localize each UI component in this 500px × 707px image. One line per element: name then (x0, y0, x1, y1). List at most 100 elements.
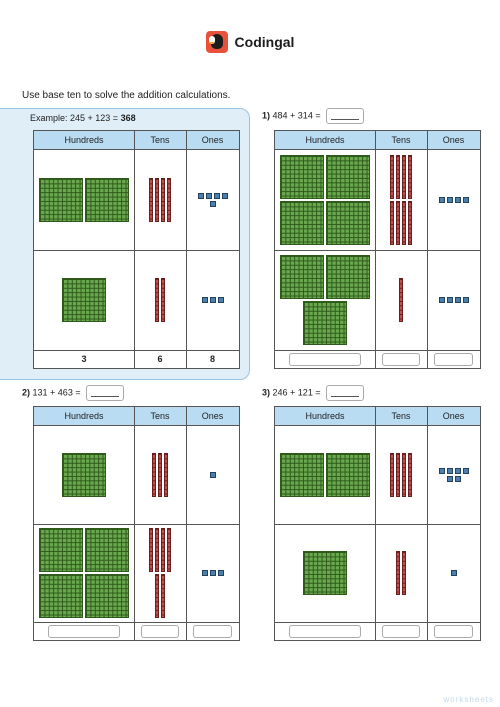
question-3-title: 3) 246 + 121 = (262, 385, 365, 401)
ten-rod-block (161, 177, 165, 222)
answer-digit-field[interactable] (289, 624, 361, 638)
hundreds-cell (34, 149, 134, 250)
brand-header: Codingal (0, 30, 500, 54)
ten-rod-block (402, 200, 406, 245)
one-unit-block (454, 467, 461, 474)
answer-digit-field[interactable] (48, 624, 120, 638)
ten-rod-block (149, 177, 153, 222)
column-header-hundreds: Hundreds (305, 135, 345, 145)
answer-digit-field[interactable] (381, 352, 421, 366)
block-group (397, 278, 405, 322)
question-equation: 246 + 121 = (272, 387, 321, 398)
question-equation: 484 + 314 = (272, 110, 321, 121)
one-unit-block (454, 297, 461, 303)
block-group (37, 528, 131, 618)
answer-digit: 8 (209, 354, 215, 364)
block-group (394, 551, 408, 595)
answer-cell (275, 622, 375, 640)
tens-cell (375, 425, 427, 524)
one-unit-block (209, 471, 216, 478)
ten-rod-block (408, 154, 412, 199)
ten-rod-block (396, 551, 400, 595)
column-header-ones: Ones (201, 135, 224, 145)
ten-rod-block (161, 528, 165, 572)
one-unit-block (213, 192, 220, 199)
one-unit-block (454, 196, 461, 203)
answer-cell (375, 622, 427, 640)
block-group (37, 177, 131, 222)
one-unit-block (221, 192, 228, 199)
one-unit-block (201, 570, 208, 576)
block-group (201, 570, 225, 576)
ten-rod-block (149, 528, 153, 572)
one-unit-block (446, 475, 453, 482)
answer-digit-field[interactable] (140, 624, 180, 638)
question-1-title: 1) 484 + 314 = (262, 108, 365, 124)
ten-rod-block (152, 452, 156, 497)
block-group (438, 196, 470, 203)
ones-cell (186, 149, 239, 250)
hundreds-cell (275, 425, 375, 524)
hundreds-cell (34, 425, 134, 524)
question-equation: 131 + 463 = (32, 387, 81, 398)
ones-cell (427, 250, 480, 350)
hundred-flat-block (39, 177, 83, 222)
ten-rod-block (158, 452, 162, 497)
block-group (438, 297, 470, 303)
answer-field[interactable] (86, 385, 125, 401)
answer-cell (134, 622, 186, 640)
column-header-hundreds: Hundreds (64, 135, 104, 145)
one-unit-block (205, 192, 212, 199)
tens-cell (134, 250, 186, 350)
column-header-tens: Tens (391, 411, 411, 421)
column-header-ones: Ones (442, 411, 465, 421)
question-number: 2) (22, 387, 31, 398)
one-unit-block (201, 297, 208, 303)
answer-digit-field[interactable] (192, 624, 233, 638)
column-divider (134, 407, 135, 640)
row-divider (275, 622, 480, 623)
block-group (278, 154, 372, 245)
answer-digit-field[interactable] (381, 624, 421, 638)
one-unit-block (438, 467, 445, 474)
hundreds-cell (34, 524, 134, 622)
hundred-flat-block (280, 154, 324, 199)
column-header-tens: Tens (150, 411, 170, 421)
hundred-flat-block (326, 452, 370, 497)
ten-rod-block (396, 452, 400, 497)
ten-rod-block (402, 452, 406, 497)
ten-rod-block (155, 528, 159, 572)
answer-digit-field[interactable] (433, 624, 474, 638)
answer-field[interactable] (326, 108, 365, 124)
example-title: Example: 245 + 123 = 368 (30, 113, 136, 123)
row-divider (34, 622, 239, 623)
answer-digit-field[interactable] (433, 352, 474, 366)
column-divider (427, 131, 428, 368)
watermark: worksheets (443, 695, 494, 704)
answer-field[interactable] (326, 385, 365, 401)
block-group (197, 192, 229, 207)
one-unit-block (450, 570, 457, 576)
one-unit-block (209, 297, 216, 303)
one-unit-block (462, 297, 469, 303)
ten-rod-block (396, 154, 400, 199)
hundred-flat-block (39, 574, 83, 618)
one-unit-block (197, 192, 204, 199)
ten-rod-block (390, 200, 394, 245)
block-group (278, 452, 372, 497)
block-group (438, 467, 470, 482)
one-unit-block (209, 570, 216, 576)
question-3-place-value-table: Hundreds Tens Ones (274, 406, 481, 641)
question-1-place-value-table: Hundreds Tens Ones (274, 130, 481, 369)
penguin-logo-icon (205, 31, 228, 53)
answer-digit-field[interactable] (289, 352, 361, 366)
ones-cell (427, 425, 480, 524)
one-unit-block (462, 467, 469, 474)
ones-cell (186, 524, 239, 622)
block-group (153, 278, 167, 322)
one-unit-block (438, 196, 445, 203)
column-divider (375, 407, 376, 640)
question-2-place-value-table: Hundreds Tens Ones (33, 406, 240, 641)
block-group (278, 255, 372, 345)
one-unit-block (446, 196, 453, 203)
